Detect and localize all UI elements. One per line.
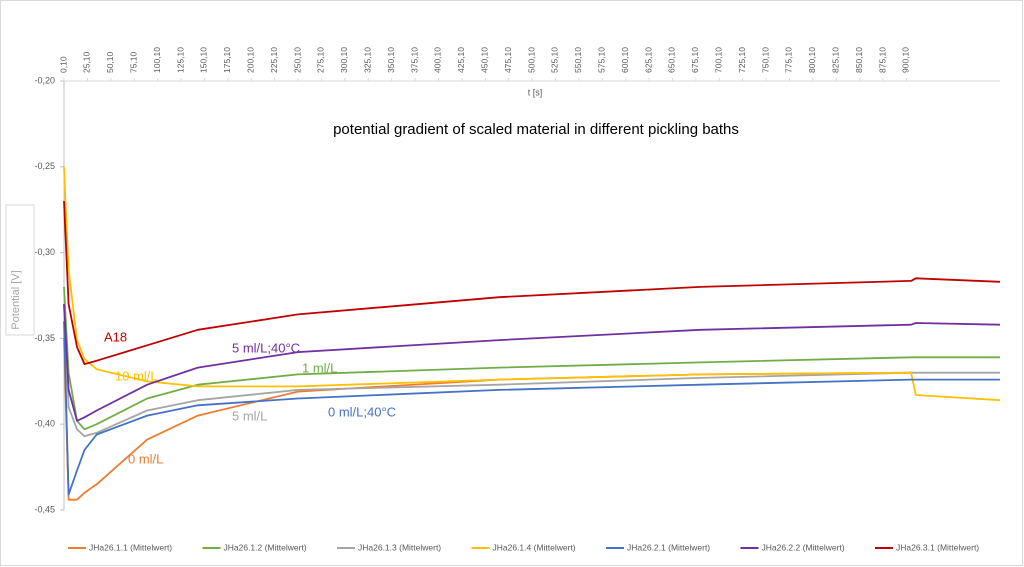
x-tick-label: 125,10	[175, 47, 185, 73]
series-annotation: 1 ml/L	[302, 360, 337, 375]
x-tick-label: 675,10	[690, 47, 700, 73]
x-tick-label: 825,10	[831, 47, 841, 73]
x-tick-label: 575,10	[597, 47, 607, 73]
legend-label: JHa26.2.1 (Mittelwert)	[627, 542, 710, 552]
x-tick-label: 900,10	[901, 47, 911, 73]
x-tick-label: 750,10	[760, 47, 770, 73]
series-line	[63, 166, 1001, 402]
y-tick-label: -0,30	[34, 247, 55, 257]
x-tick-label: 475,10	[503, 47, 513, 73]
x-tick-label: 275,10	[316, 47, 326, 73]
y-axis-label: Potential [V]	[10, 270, 22, 329]
x-tick-label: 450,10	[479, 47, 489, 73]
y-tick-label: -0,25	[34, 161, 55, 171]
x-tick-label: 250,10	[292, 47, 302, 73]
x-tick-label: 625,10	[643, 47, 653, 73]
x-tick-label: 200,10	[245, 47, 255, 73]
legend-label: JHa26.3.1 (Mittelwert)	[896, 542, 979, 552]
legend-label: JHa26.2.2 (Mittelwert)	[762, 542, 845, 552]
y-tick-label: -0,35	[34, 333, 55, 343]
series-line	[63, 304, 1001, 422]
series-annotation: 5 ml/L	[232, 408, 267, 423]
x-tick-label: 50,10	[105, 51, 115, 73]
x-tick-label: 25,10	[82, 51, 92, 73]
x-tick-label: 850,10	[854, 47, 864, 73]
x-tick-label: 300,10	[339, 47, 349, 73]
legend-label: JHa26.1.2 (Mittelwert)	[224, 542, 307, 552]
x-tick-label: 175,10	[222, 47, 232, 73]
x-tick-label: 350,10	[386, 47, 396, 73]
y-tick-label: -0,20	[34, 75, 55, 85]
x-tick-label: 425,10	[456, 47, 466, 73]
chart-title: potential gradient of scaled material in…	[333, 121, 739, 138]
series-line	[63, 321, 1000, 496]
x-tick-label: 600,10	[620, 47, 630, 73]
x-tick-label: 525,10	[550, 47, 560, 73]
x-tick-label: 225,10	[269, 47, 279, 73]
x-tick-label: 550,10	[573, 47, 583, 73]
series-annotation: A18	[104, 329, 127, 344]
x-tick-label: 775,10	[784, 47, 794, 73]
x-axis-label: t [s]	[528, 87, 543, 97]
x-tick-label: 100,10	[152, 47, 162, 73]
x-tick-label: 650,10	[667, 47, 677, 73]
x-tick-label: 400,10	[433, 47, 443, 73]
x-tick-label: 725,10	[737, 47, 747, 73]
x-tick-label: 0,10	[58, 56, 68, 73]
legend-label: JHa26.1.4 (Mittelwert)	[493, 542, 576, 552]
x-tick-label: 875,10	[877, 47, 887, 73]
series-annotation: 0 ml/L;40°C	[328, 404, 396, 419]
x-tick-label: 800,10	[807, 47, 817, 73]
series-annotation: 5 ml/L;40°C	[232, 340, 300, 355]
x-tick-label: 375,10	[409, 47, 419, 73]
x-tick-label: 150,10	[199, 47, 209, 73]
x-tick-label: 325,10	[362, 47, 372, 73]
x-tick-label: 700,10	[714, 47, 724, 73]
x-tick-label: 75,10	[128, 51, 138, 73]
y-tick-label: -0,45	[34, 504, 55, 514]
y-tick-label: -0,40	[34, 419, 55, 429]
series-annotation: 10 ml/L	[115, 368, 158, 383]
series-annotation: 0 ml/L	[128, 451, 163, 466]
legend-label: JHa26.1.3 (Mittelwert)	[358, 542, 441, 552]
y-label-frame	[5, 204, 35, 336]
series-line	[63, 201, 1001, 365]
legend-label: JHa26.1.1 (Mittelwert)	[89, 542, 172, 552]
x-tick-label: 500,10	[526, 47, 536, 73]
